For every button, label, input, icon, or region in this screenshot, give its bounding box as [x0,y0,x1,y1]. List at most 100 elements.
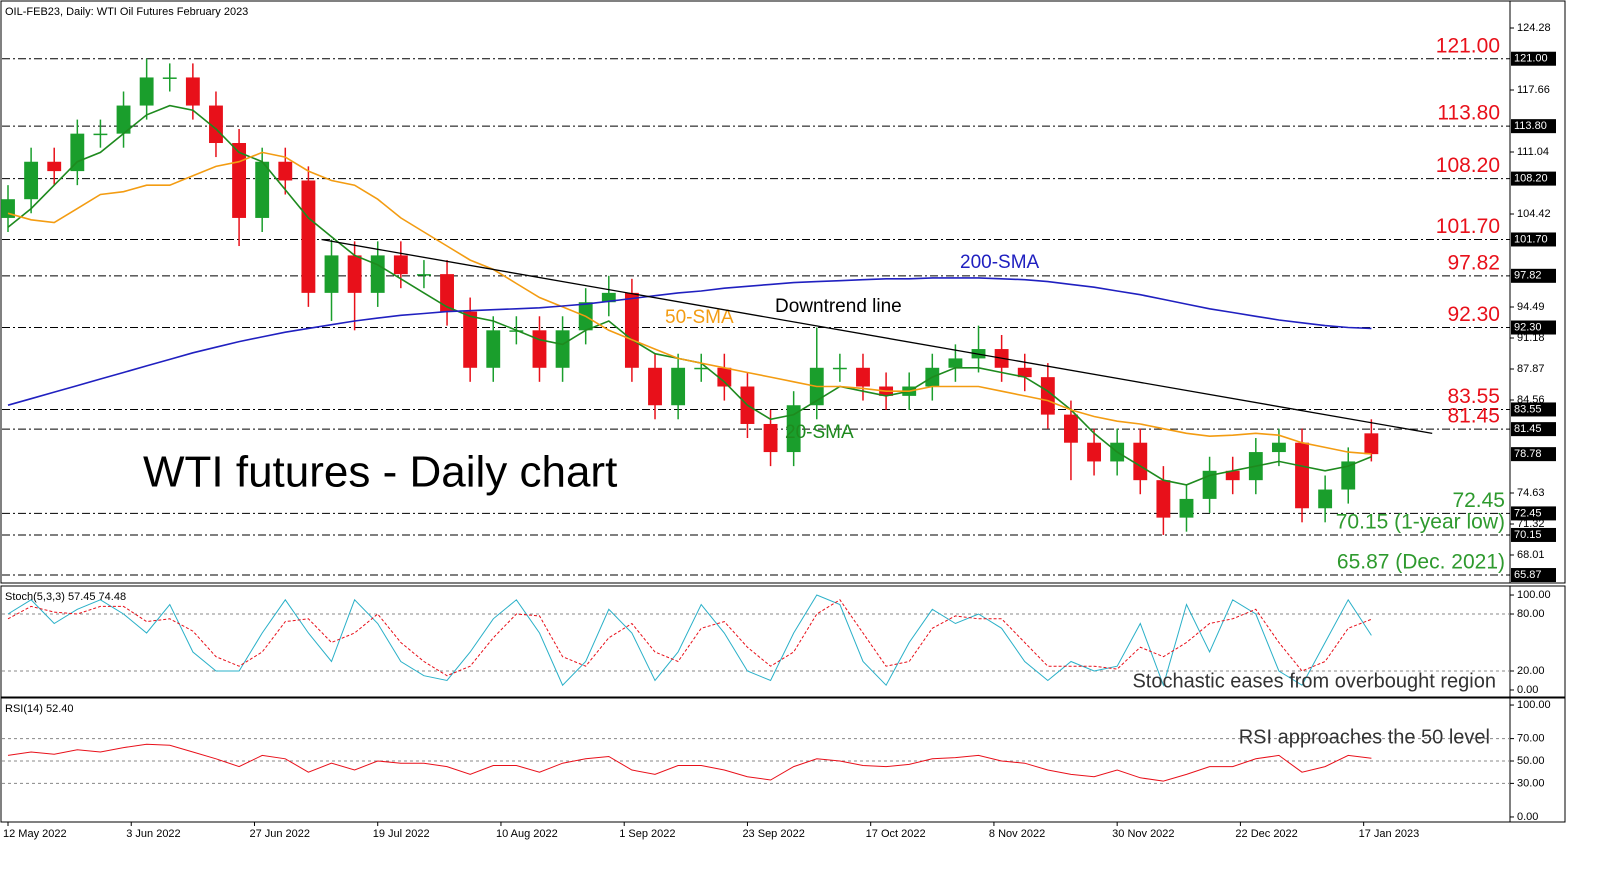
candle-body [856,367,870,387]
y-tick-label: 100.00 [1517,589,1551,601]
candle-body [139,77,154,106]
level-label: 113.80 [1437,102,1500,125]
candle-body [301,180,316,293]
candle-body [370,255,385,293]
y-tick-label: 104.42 [1517,208,1551,220]
axis-frame [1509,585,1566,698]
level-box [1511,171,1556,186]
annotation: WTI futures - Daily chart [143,448,617,497]
candle-body [601,292,616,303]
candle-body [948,358,963,368]
annotation: RSI approaches the 50 level [1239,726,1490,748]
level-box [1511,422,1556,437]
level-box [1511,568,1556,583]
y-tick-label: 117.66 [1517,84,1550,96]
y-tick-label: 20.00 [1517,665,1545,677]
x-tick-label: 27 Jun 2022 [249,828,310,840]
y-tick-label: 0.00 [1517,811,1538,823]
candle-body [1156,480,1171,518]
candle-body [1202,470,1217,499]
candle-body [648,367,662,406]
y-tick-label: 87.87 [1517,363,1545,375]
series-line [7,151,1372,455]
candle-body [1179,498,1194,518]
candle-body [24,161,39,200]
x-tick-label: 3 Jun 2022 [126,828,180,840]
candle-body [1,199,15,218]
level-label: 72.45 [1452,489,1505,512]
candle-body [1225,470,1240,481]
panel-title: OIL-FEB23, Daily: WTI Oil Futures Februa… [5,6,248,18]
candle-body [694,367,709,370]
level-box-label: 65.87 [1514,569,1542,581]
x-tick-label: 1 Sep 2022 [619,828,675,840]
last-price-box [1511,447,1556,462]
y-tick-label: 0.00 [1517,684,1538,696]
candle-body [324,255,339,293]
level-box-label: 101.70 [1514,233,1548,245]
candle-body [70,133,85,172]
axis-frame [1509,0,1566,584]
trend-label: Downtrend line [775,296,902,317]
level-box-label: 72.45 [1514,507,1542,519]
candle-body [532,330,547,368]
y-tick-label: 30.00 [1517,777,1545,789]
level-box [1511,527,1556,542]
level-label: 92.30 [1447,303,1500,326]
level-box [1511,268,1556,283]
y-tick-label: 94.49 [1517,301,1545,313]
candle-body [1087,442,1101,462]
level-label: 97.82 [1447,251,1500,274]
series-label: 20-SMA [785,422,854,443]
level-label: 83.55 [1447,385,1500,408]
series-label: 50-SMA [665,307,734,328]
candle-body [1017,367,1032,378]
series-label: 200-SMA [960,252,1040,273]
level-box-label: 70.15 [1514,529,1542,541]
level-label: 108.20 [1436,154,1500,177]
candle-body [1364,433,1379,455]
y-tick-label: 91.18 [1517,332,1545,344]
x-tick-label: 22 Dec 2022 [1235,828,1297,840]
level-box-label: 97.82 [1514,270,1542,282]
series-line [7,594,1372,687]
level-box [1511,402,1556,417]
candle-body [1271,442,1286,453]
candle-body [185,77,200,106]
x-tick-label: 8 Nov 2022 [989,828,1045,840]
level-box [1511,51,1556,66]
series-line [7,277,1372,406]
candle-body [417,274,431,276]
level-box [1511,320,1556,335]
candle-body [486,330,501,368]
candle-body [1318,489,1333,509]
level-box-label: 108.20 [1514,173,1548,185]
level-box [1511,119,1556,134]
candle-body [1295,442,1309,509]
level-box [1511,232,1556,247]
level-box-label: 113.80 [1514,120,1547,132]
candle-body [555,330,570,368]
candle-body [47,161,62,172]
y-tick-label: 70.00 [1517,733,1545,745]
candle-body [116,105,131,134]
x-tick-label: 17 Jan 2023 [1359,828,1420,840]
axis-frame [1509,697,1566,823]
x-tick-label: 17 Oct 2022 [866,828,926,840]
y-tick-label: 74.63 [1517,487,1545,499]
last-price-label: 78.78 [1514,448,1542,460]
panel-title: Stoch(5,3,3) 57.45 74.48 [5,591,126,603]
candle-body [1133,442,1148,481]
candle-body [763,423,778,453]
candle-body [162,77,177,79]
x-tick-label: 30 Nov 2022 [1112,828,1174,840]
y-tick-label: 80.00 [1517,608,1545,620]
level-box-label: 92.30 [1514,321,1542,333]
level-label: 121.00 [1436,34,1500,57]
candle-body [463,311,478,368]
y-tick-label: 68.01 [1517,549,1545,561]
candle-body [1064,414,1078,443]
candle-body [93,133,108,136]
